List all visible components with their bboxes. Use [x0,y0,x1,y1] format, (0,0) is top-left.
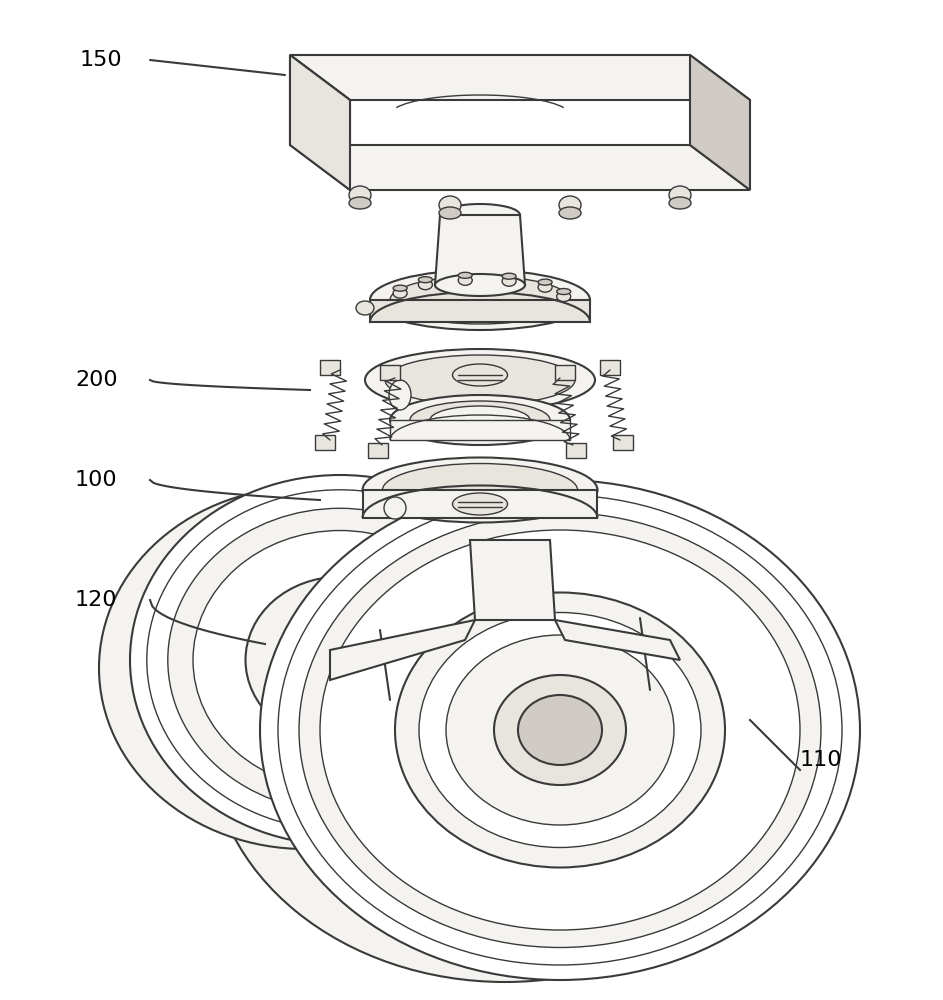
Polygon shape [566,443,586,458]
Ellipse shape [435,274,525,296]
Ellipse shape [384,497,406,519]
Ellipse shape [299,512,821,948]
Ellipse shape [390,395,570,445]
Ellipse shape [518,695,602,765]
Ellipse shape [419,612,701,848]
Polygon shape [380,365,400,380]
Ellipse shape [502,276,516,286]
Ellipse shape [430,406,530,434]
Ellipse shape [440,204,520,226]
Ellipse shape [349,186,371,204]
Polygon shape [690,55,750,190]
Ellipse shape [419,280,432,290]
Polygon shape [368,443,388,458]
Polygon shape [290,55,350,145]
Ellipse shape [356,301,374,315]
Polygon shape [290,145,750,190]
Ellipse shape [419,277,432,283]
Polygon shape [435,215,525,285]
Polygon shape [370,300,590,322]
Ellipse shape [260,480,860,980]
Ellipse shape [168,508,512,812]
Ellipse shape [458,275,472,285]
Ellipse shape [390,276,570,324]
Ellipse shape [365,349,595,411]
Ellipse shape [393,288,407,298]
Ellipse shape [458,272,472,278]
Ellipse shape [538,279,552,285]
Polygon shape [390,420,570,440]
Polygon shape [555,620,680,660]
Ellipse shape [556,289,571,295]
Polygon shape [470,540,555,620]
Text: 200: 200 [75,370,118,390]
Ellipse shape [453,364,507,386]
Polygon shape [290,55,750,100]
Polygon shape [600,360,620,375]
Ellipse shape [502,273,516,279]
Ellipse shape [538,282,552,292]
Polygon shape [290,55,350,190]
Ellipse shape [362,458,598,522]
Text: 110: 110 [800,750,842,770]
Ellipse shape [99,487,511,849]
Ellipse shape [494,675,626,785]
Polygon shape [315,435,335,450]
Ellipse shape [453,493,507,515]
Ellipse shape [308,632,372,688]
Ellipse shape [370,270,590,330]
Polygon shape [320,360,340,375]
Ellipse shape [210,502,800,982]
Text: 100: 100 [75,470,118,490]
Ellipse shape [559,207,581,219]
Ellipse shape [410,401,550,439]
Ellipse shape [439,196,461,214]
Text: 120: 120 [75,590,118,610]
Ellipse shape [320,530,800,930]
Ellipse shape [439,207,461,219]
Ellipse shape [385,355,575,405]
Ellipse shape [389,380,411,410]
Text: 150: 150 [80,50,123,70]
Ellipse shape [559,196,581,214]
Ellipse shape [393,285,407,291]
Ellipse shape [446,635,674,825]
Ellipse shape [349,197,371,209]
Ellipse shape [556,292,571,302]
Polygon shape [363,490,597,518]
Ellipse shape [193,530,487,790]
Ellipse shape [130,475,550,845]
Ellipse shape [383,464,577,516]
Ellipse shape [669,186,691,204]
Ellipse shape [147,490,533,830]
Polygon shape [555,365,575,380]
Ellipse shape [669,197,691,209]
Ellipse shape [395,592,725,867]
Ellipse shape [245,577,435,743]
Polygon shape [330,620,475,680]
Ellipse shape [278,495,842,965]
Polygon shape [613,435,633,450]
